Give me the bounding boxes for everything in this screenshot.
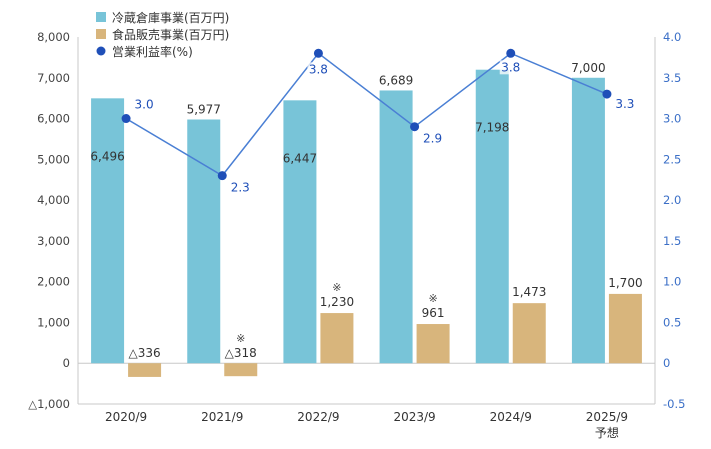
- data-label-operating-margin: 3.8: [501, 60, 520, 74]
- bar-food-sales: [416, 324, 450, 364]
- marker-operating-margin: [217, 171, 227, 181]
- data-label-cold-storage: 7,000: [571, 61, 605, 75]
- data-label-cold-storage: 7,198: [475, 121, 509, 135]
- marker-operating-margin: [121, 114, 131, 124]
- data-label-bg: [499, 60, 522, 75]
- data-label-operating-margin: 3.0: [135, 98, 154, 112]
- data-label-operating-margin: 2.3: [231, 181, 250, 195]
- y-right-tick-label: 1.5: [663, 234, 681, 248]
- y-left-tick-label: 6,000: [37, 112, 70, 126]
- y-right-tick-label: 1.0: [663, 275, 681, 289]
- bar-cold-storage: [91, 98, 125, 364]
- bar-cold-storage: [571, 77, 605, 364]
- data-label-bg: [421, 131, 444, 146]
- data-label-food-sales: 1,230: [320, 295, 354, 309]
- x-tick-label: 2023/9: [393, 410, 435, 424]
- bar-food-sales: [320, 313, 354, 364]
- y-right-tick-label: -0.5: [663, 397, 685, 411]
- data-label-cold-storage: 6,496: [90, 149, 124, 163]
- x-tick-label: 2022/9: [297, 410, 339, 424]
- y-left-tick-label: 4,000: [37, 193, 70, 207]
- data-label-operating-margin: 3.3: [615, 97, 634, 111]
- data-label-food-sales: △336: [129, 346, 161, 360]
- line-operating-margin: [125, 52, 608, 177]
- y-right-tick-label: 3.5: [663, 71, 681, 85]
- y-left-tick-label: 8,000: [37, 30, 70, 44]
- legend-label: 食品販売事業(百万円): [112, 27, 229, 42]
- x-tick-label: 2021/9: [201, 410, 243, 424]
- marker-operating-margin: [410, 122, 420, 132]
- legend-label: 冷蔵倉庫事業(百万円): [112, 10, 229, 25]
- bar-cold-storage: [475, 69, 509, 364]
- y-right-tick-label: 2.5: [663, 152, 681, 166]
- legend-label: 営業利益率(%): [112, 44, 193, 59]
- data-label-bg: [613, 97, 636, 112]
- bar-food-sales: [512, 303, 546, 364]
- marker-operating-margin: [313, 48, 323, 58]
- data-note-mark: ※: [332, 281, 341, 294]
- y-right-tick-label: 2.0: [663, 193, 681, 207]
- data-label-operating-margin: 3.8: [309, 62, 328, 76]
- data-note-mark: ※: [428, 292, 437, 305]
- y-right-tick-label: 3.0: [663, 112, 681, 126]
- y-right-tick-label: 0.5: [663, 315, 681, 329]
- y-left-tick-label: △1,000: [28, 397, 70, 411]
- bar-food-sales: [608, 293, 642, 364]
- data-label-cold-storage: 6,689: [379, 73, 413, 87]
- legend-swatch: [96, 12, 106, 22]
- y-left-tick-label: 0: [63, 356, 70, 370]
- bar-food-sales: [224, 363, 258, 377]
- bar-cold-storage: [379, 90, 413, 364]
- data-label-food-sales: △318: [225, 346, 257, 360]
- bar-cold-storage: [283, 100, 317, 364]
- data-label-cold-storage: 6,447: [283, 151, 317, 165]
- data-note-mark: ※: [236, 332, 245, 345]
- data-label-food-sales: 961: [422, 306, 445, 320]
- legend-marker-line: [96, 46, 106, 56]
- data-label-bg: [229, 180, 252, 195]
- y-left-tick-label: 1,000: [37, 315, 70, 329]
- data-label-bg: [133, 97, 156, 112]
- data-label-bg: [307, 62, 330, 77]
- x-tick-label: 2020/9: [105, 410, 147, 424]
- data-label-operating-margin: 2.9: [423, 132, 442, 146]
- x-tick-sublabel: 予想: [595, 425, 619, 440]
- y-left-tick-label: 5,000: [37, 152, 70, 166]
- y-right-tick-label: 0: [663, 356, 670, 370]
- y-left-tick-label: 3,000: [37, 234, 70, 248]
- y-left-tick-label: 7,000: [37, 71, 70, 85]
- data-label-food-sales: 1,700: [608, 276, 642, 290]
- data-label-cold-storage: 5,977: [187, 102, 221, 116]
- x-tick-label: 2025/9: [586, 410, 628, 424]
- marker-operating-margin: [506, 48, 516, 58]
- marker-operating-margin: [602, 89, 612, 99]
- y-left-tick-label: 2,000: [37, 275, 70, 289]
- legend-swatch: [96, 29, 106, 39]
- bar-cold-storage: [187, 119, 221, 364]
- data-label-food-sales: 1,473: [512, 285, 546, 299]
- bar-food-sales: [128, 363, 162, 377]
- y-right-tick-label: 4.0: [663, 30, 681, 44]
- x-tick-label: 2024/9: [490, 410, 532, 424]
